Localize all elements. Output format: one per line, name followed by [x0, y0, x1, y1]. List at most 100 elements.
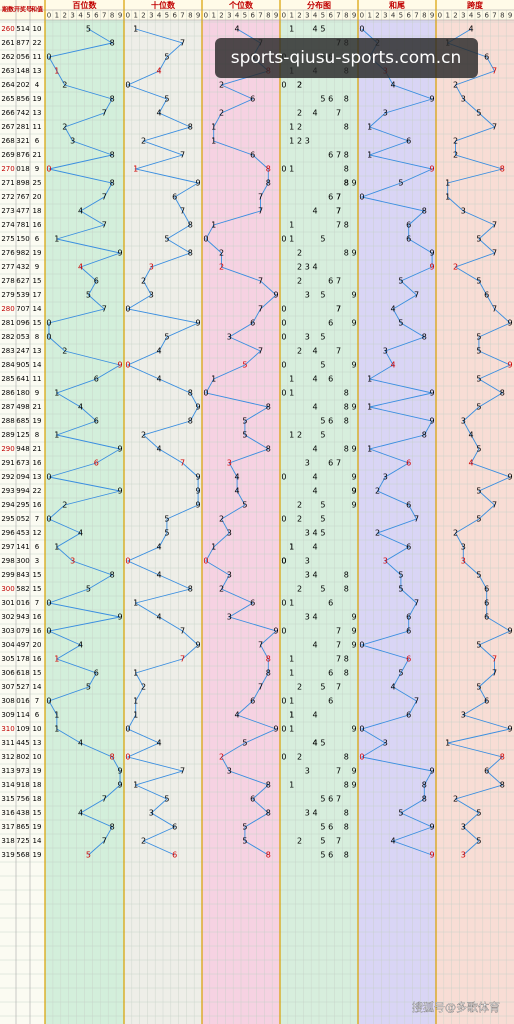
trend-digit: 6	[94, 417, 99, 426]
draw-digit: 8	[21, 249, 25, 257]
distribution-digit: 1	[289, 725, 294, 734]
distribution-digit: 4	[313, 403, 318, 412]
draw-digit: 7	[16, 221, 20, 229]
digit-header: 8	[188, 12, 192, 20]
draw: 438	[16, 809, 29, 817]
draw: 876	[16, 151, 30, 159]
draw: 568	[16, 851, 29, 859]
trend-digit: 0	[359, 641, 364, 650]
trend-digit: 7	[102, 193, 107, 202]
distribution-digit: 0	[281, 165, 286, 174]
draw-digit: 7	[21, 627, 25, 635]
sum: 16	[33, 459, 42, 467]
trend-digit: 2	[219, 249, 224, 258]
draw-digit: 5	[21, 515, 25, 523]
trend-digit: 1	[367, 375, 372, 384]
distribution-digit: 2	[297, 277, 302, 286]
distribution-digit: 2	[297, 837, 302, 846]
distribution-digit: 7	[336, 627, 341, 636]
digit-header: 6	[94, 12, 99, 20]
issue: 264	[1, 81, 15, 89]
trend-digit: 6	[250, 795, 255, 804]
draw-digit: 1	[25, 375, 29, 383]
draw-digit: 4	[21, 543, 26, 551]
distribution-digit: 0	[281, 725, 286, 734]
draw: 016	[16, 599, 30, 607]
distribution-digit: 3	[305, 767, 310, 776]
digit-header: 6	[172, 12, 177, 20]
digit-header: 2	[141, 12, 145, 20]
distribution-digit: 4	[313, 263, 318, 272]
trend-digit: 1	[445, 739, 450, 748]
draw: 202	[16, 81, 29, 89]
draw-digit: 5	[16, 291, 20, 299]
trend-digit: 3	[227, 333, 232, 342]
sum: 9	[35, 389, 39, 397]
trend-digit: 8	[110, 151, 115, 160]
trend-digit: 3	[461, 417, 466, 426]
issue: 263	[1, 67, 14, 75]
digit-header: 2	[219, 12, 223, 20]
draw-digit: 8	[25, 851, 29, 859]
digit-header: 7	[102, 12, 106, 20]
issue: 269	[1, 151, 14, 159]
draw-digit: 6	[25, 319, 30, 327]
distribution-digit: 3	[305, 263, 310, 272]
distribution-digit: 7	[336, 641, 341, 650]
draw-digit: 0	[21, 305, 25, 313]
distribution-digit: 7	[336, 459, 341, 468]
draw-digit: 1	[21, 781, 25, 789]
trend-digit: 5	[476, 347, 481, 356]
distribution-digit: 9	[352, 179, 357, 188]
draw-digit: 5	[16, 683, 20, 691]
distribution-digit: 3	[305, 137, 310, 146]
trend-digit: 8	[266, 403, 271, 412]
sum: 16	[33, 655, 42, 663]
issue: 267	[1, 123, 14, 131]
draw-digit: 1	[16, 655, 20, 663]
draw-digit: 7	[21, 655, 25, 663]
draw-digit: 7	[21, 459, 25, 467]
distribution-digit: 3	[305, 291, 310, 300]
draw-digit: 2	[16, 81, 20, 89]
draw-digit: 7	[25, 277, 29, 285]
draw: 994	[16, 487, 30, 495]
trend-digit: 8	[422, 781, 427, 790]
distribution-digit: 4	[313, 445, 318, 454]
trend-digit: 7	[414, 291, 419, 300]
draw: 627	[16, 277, 29, 285]
sum: 16	[33, 501, 42, 509]
draw-digit: 8	[25, 67, 29, 75]
trend-digit: 4	[391, 305, 396, 314]
sum: 20	[33, 193, 42, 201]
distribution-digit: 5	[320, 417, 325, 426]
draw-digit: 9	[16, 361, 20, 369]
distribution-digit: 5	[320, 795, 325, 804]
distribution-digit: 8	[344, 95, 349, 104]
digit-header: 1	[55, 12, 59, 20]
trend-digit: 8	[422, 795, 427, 804]
distribution-digit: 0	[281, 753, 286, 762]
distribution-digit: 5	[320, 333, 325, 342]
draw-digit: 6	[16, 669, 21, 677]
sum: 7	[35, 697, 39, 705]
distribution-digit: 8	[344, 123, 349, 132]
draw: 497	[16, 641, 29, 649]
sum: 13	[33, 739, 42, 747]
draw-digit: 0	[21, 725, 25, 733]
draw-digit: 6	[16, 417, 21, 425]
trend-digit: 6	[406, 655, 411, 664]
draw-digit: 9	[21, 501, 25, 509]
trend-digit: 0	[46, 473, 51, 482]
draw-digit: 8	[16, 151, 20, 159]
distribution-digit: 6	[328, 417, 333, 426]
distribution-digit: 5	[320, 851, 325, 860]
trend-digit: 9	[118, 767, 123, 776]
trend-digit: 3	[227, 459, 232, 468]
trend-digit: 7	[492, 221, 497, 230]
draw-digit: 2	[25, 753, 29, 761]
draw-digit: 6	[25, 697, 30, 705]
distribution-digit: 2	[297, 263, 302, 272]
trend-digit: 5	[398, 319, 403, 328]
trend-digit: 1	[54, 655, 59, 664]
